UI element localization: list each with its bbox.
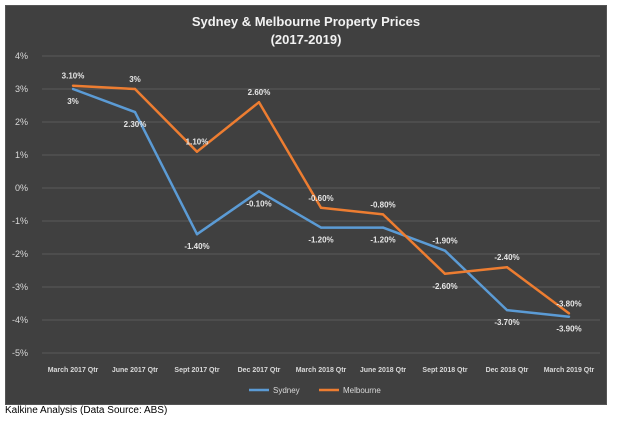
data-label: -0.10%	[246, 199, 271, 208]
data-label: -3.80%	[556, 299, 581, 308]
source-note: Kalkine Analysis (Data Source: ABS)	[5, 405, 168, 416]
data-label: 2.30%	[124, 120, 147, 129]
y-tick-label: -4%	[12, 315, 28, 325]
data-label: -1.20%	[308, 236, 333, 245]
data-point	[319, 226, 323, 229]
chart-subtitle: (2017-2019)	[270, 32, 342, 47]
data-point	[71, 87, 75, 91]
line-chart: 4% 3% 2% 1% 0% -1% -2% -3% -4% -5% March 2017 Qtr J…	[12, 51, 600, 395]
series-line-sydney	[72, 87, 570, 318]
x-tick-label: March 2018 Qtr	[296, 367, 347, 374]
data-label: 1.10%	[186, 138, 209, 147]
data-label: -0.60%	[308, 194, 333, 203]
y-tick-label: -1%	[12, 216, 28, 226]
x-tick-label: Sept 2018 Qtr	[422, 367, 467, 374]
data-point	[133, 87, 137, 91]
data-point	[133, 110, 137, 114]
data-point	[381, 213, 385, 216]
chart-title: Sydney & Melbourne Property Prices	[191, 14, 421, 29]
x-tick-label: March 2017 Qtr	[48, 367, 99, 374]
data-label: -1.40%	[184, 242, 209, 251]
data-label: -1.20%	[370, 236, 395, 245]
y-tick-label: -5%	[12, 348, 28, 358]
y-tick-label: 1%	[15, 150, 28, 160]
data-label: 2.60%	[248, 88, 271, 97]
data-label: -3.70%	[494, 318, 519, 327]
data-point	[195, 233, 199, 236]
data-label: -3.90%	[556, 325, 581, 334]
data-point	[567, 315, 571, 318]
data-point	[505, 308, 509, 312]
x-tick-label: Dec 2017 Qtr	[238, 367, 281, 374]
y-tick-label: 4%	[15, 51, 28, 61]
legend-label: Sydney	[273, 386, 300, 395]
data-label: -0.80%	[370, 200, 395, 209]
data-label: -2.40%	[494, 253, 519, 262]
data-point	[319, 206, 323, 209]
legend-label: Melbourne	[343, 386, 381, 395]
data-label: 3.10%	[62, 72, 85, 81]
data-point	[195, 150, 199, 153]
y-tick-label: -2%	[12, 249, 28, 259]
x-tick-label: June 2018 Qtr	[360, 367, 407, 374]
data-label: 3%	[129, 75, 141, 84]
data-point	[443, 249, 447, 252]
y-tick-label: 2%	[15, 117, 28, 127]
x-tick-label: Dec 2018 Qtr	[486, 367, 529, 374]
data-point	[443, 272, 447, 275]
data-label: -2.60%	[432, 282, 457, 291]
data-label: 3%	[67, 97, 79, 106]
x-tick-label: March 2019 Qtr	[544, 367, 595, 374]
y-tick-label: 0%	[15, 183, 28, 193]
y-tick-label: 3%	[15, 84, 28, 94]
x-tick-label: June 2017 Qtr	[112, 367, 159, 374]
data-point	[505, 266, 509, 269]
chart-frame: 4% 3% 2% 1% 0% -1% -2% -3% -4% -5% March 2017 Qtr J…	[5, 5, 607, 405]
data-point	[381, 226, 385, 229]
y-tick-label: -3%	[12, 282, 28, 292]
x-tick-label: Sept 2017 Qtr	[174, 367, 219, 374]
data-label: -1.90%	[432, 237, 457, 246]
data-point	[71, 84, 75, 87]
data-point	[257, 101, 261, 104]
data-point	[567, 312, 571, 315]
data-point	[257, 190, 261, 193]
